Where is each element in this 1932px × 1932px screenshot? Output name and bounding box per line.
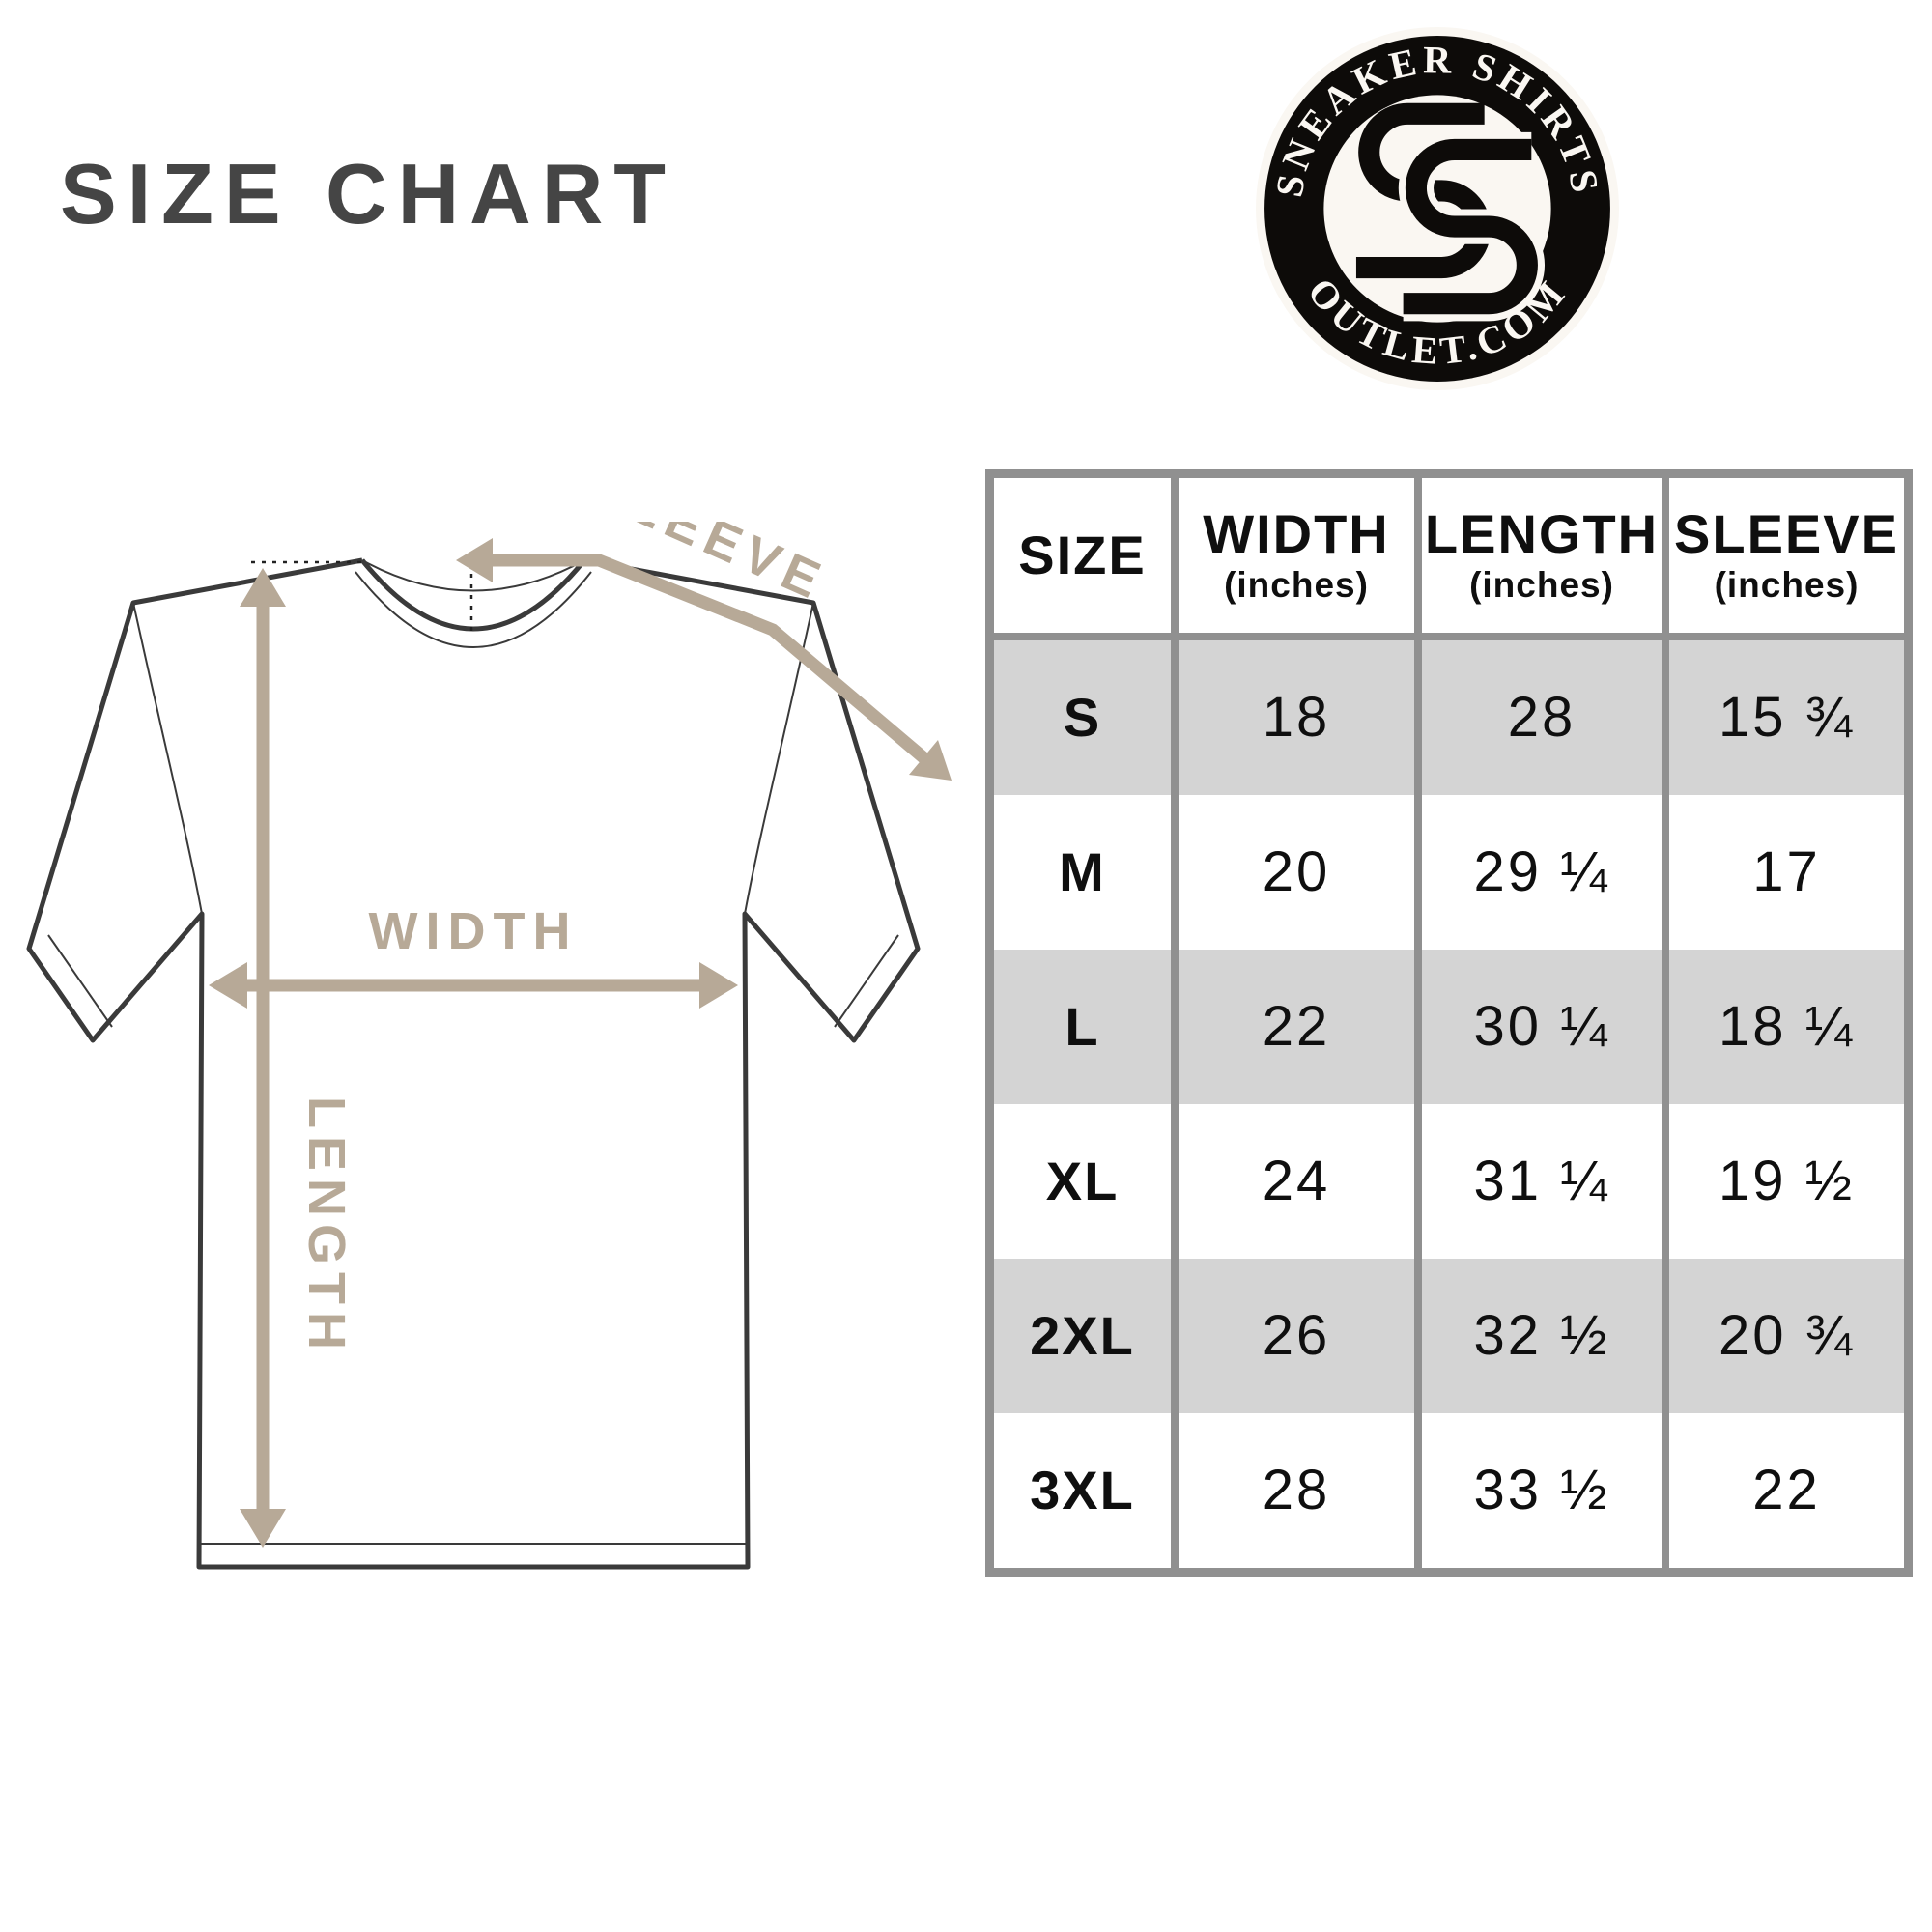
row-3xl-sleeve: 22	[1669, 1413, 1904, 1568]
header-size-label: SIZE	[1018, 524, 1147, 585]
row-2xl-length: 32 ½	[1422, 1259, 1662, 1413]
sleeve-arrow-head-end	[909, 740, 952, 781]
table-row-l: L 22 30 ¼ 18 ¼	[994, 950, 1904, 1104]
header-cell-size: SIZE	[994, 478, 1171, 633]
size-table-header-row: SIZE WIDTH (inches) LENGTH (inches) SLEE…	[994, 478, 1904, 633]
width-arrow-head-left	[209, 962, 247, 1009]
row-2xl-width: 26	[1179, 1259, 1414, 1413]
ss-monogram-icon	[1355, 102, 1545, 322]
header-length-unit: (inches)	[1469, 564, 1614, 605]
collar-back-line	[361, 559, 585, 592]
width-label: WIDTH	[369, 902, 579, 960]
row-m-size: M	[994, 795, 1171, 950]
row-xl-width: 24	[1179, 1104, 1414, 1259]
header-sleeve-label: SLEEVE	[1674, 503, 1899, 565]
length-arrow-head-bottom	[240, 1509, 286, 1548]
row-xl-length: 31 ¼	[1422, 1104, 1662, 1259]
header-length-label: LENGTH	[1424, 503, 1660, 565]
logo-badge-icon: SNEAKER SHIRTS OUTLET.COM	[1256, 27, 1619, 390]
row-s-width: 18	[1179, 640, 1414, 795]
sleeve-arrow-line	[489, 554, 930, 764]
table-row-m: M 20 29 ¼ 17	[994, 795, 1904, 950]
left-sleeve-seam	[132, 602, 203, 915]
row-s-sleeve: 15 ¾	[1669, 640, 1904, 795]
tshirt-body-fill	[29, 560, 918, 1567]
header-cell-length: LENGTH (inches)	[1422, 478, 1662, 633]
row-2xl-size: 2XL	[994, 1259, 1171, 1413]
row-3xl-length: 33 ½	[1422, 1413, 1662, 1568]
table-row-xl: XL 24 31 ¼ 19 ½	[994, 1104, 1904, 1259]
row-3xl-size: 3XL	[994, 1413, 1171, 1568]
tshirt-diagram-icon: WIDTH LENGTH SLEEVE	[26, 457, 952, 1570]
table-row-3xl: 3XL 28 33 ½ 22	[994, 1413, 1904, 1568]
size-table: SIZE WIDTH (inches) LENGTH (inches) SLEE…	[985, 469, 1913, 1577]
row-l-sleeve: 18 ¼	[1669, 950, 1904, 1104]
header-width-unit: (inches)	[1224, 564, 1369, 605]
tshirt-outline	[26, 557, 921, 1570]
row-s-size: S	[994, 640, 1171, 795]
length-label: LENGTH	[298, 1096, 355, 1357]
row-l-width: 22	[1179, 950, 1414, 1104]
row-s-length: 28	[1422, 640, 1662, 795]
sneaker-shirts-outlet-logo: SNEAKER SHIRTS OUTLET.COM	[1254, 25, 1621, 392]
header-cell-sleeve: SLEEVE (inches)	[1669, 478, 1904, 633]
row-xl-sleeve: 19 ½	[1669, 1104, 1904, 1259]
sleeve-arrow-head-left	[456, 538, 493, 582]
length-arrow-head-top	[240, 568, 286, 607]
collar-front-line	[360, 558, 586, 632]
row-3xl-width: 28	[1179, 1413, 1414, 1568]
tshirt-measurement-diagram: WIDTH LENGTH SLEEVE	[10, 457, 966, 1613]
row-m-sleeve: 17	[1669, 795, 1904, 950]
row-xl-size: XL	[994, 1104, 1171, 1259]
collar-stitch-line	[355, 571, 592, 648]
header-width-label: WIDTH	[1203, 503, 1390, 565]
width-arrow-head-right	[699, 962, 738, 1009]
page-title: SIZE CHART	[60, 146, 676, 242]
table-row-2xl: 2XL 26 32 ½ 20 ¾	[994, 1259, 1904, 1413]
row-l-size: L	[994, 950, 1171, 1104]
right-cuff-stitch	[834, 934, 899, 1028]
row-l-length: 30 ¼	[1422, 950, 1662, 1104]
header-cell-width: WIDTH (inches)	[1179, 478, 1414, 633]
header-sleeve-unit: (inches)	[1714, 564, 1860, 605]
table-row-s: S 18 28 15 ¾	[994, 640, 1904, 795]
row-m-width: 20	[1179, 795, 1414, 950]
row-m-length: 29 ¼	[1422, 795, 1662, 950]
row-2xl-sleeve: 20 ¾	[1669, 1259, 1904, 1413]
left-cuff-stitch	[47, 934, 113, 1028]
